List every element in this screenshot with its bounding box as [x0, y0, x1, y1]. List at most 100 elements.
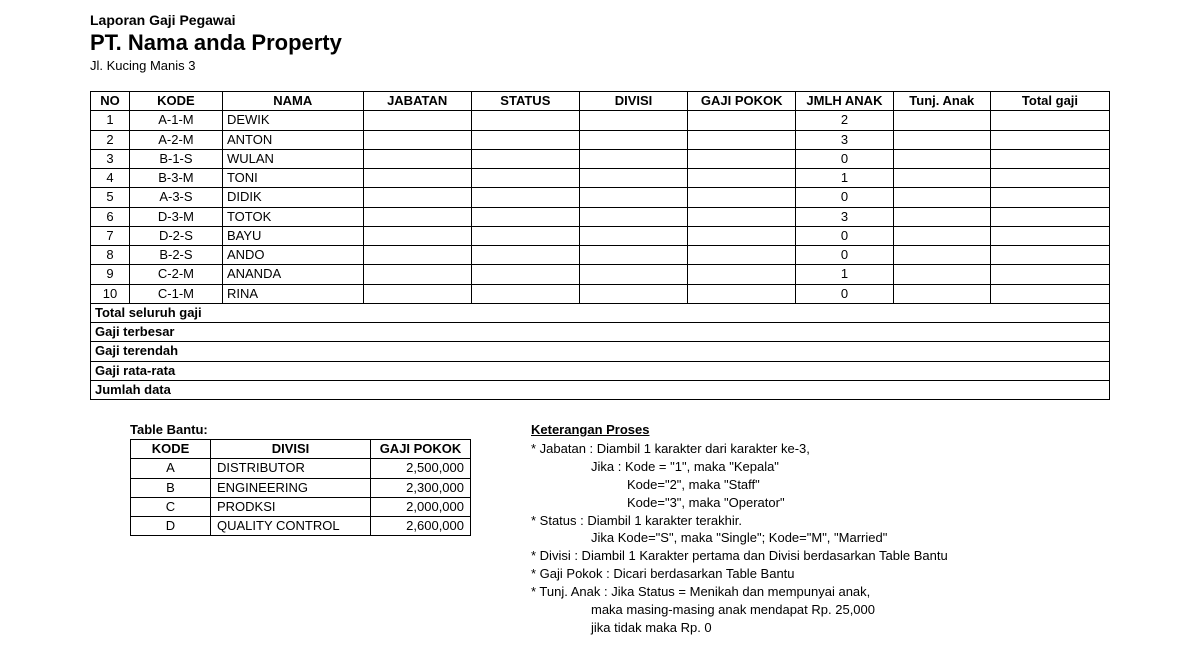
table-cell	[688, 111, 796, 130]
table-row: 4B-3-MTONI1	[91, 169, 1110, 188]
table-cell	[471, 226, 579, 245]
table-cell	[471, 169, 579, 188]
process-notes: Keterangan Proses * Jabatan : Diambil 1 …	[531, 422, 948, 638]
table-cell	[893, 226, 990, 245]
table-cell	[990, 111, 1109, 130]
table-row: 5A-3-SDIDIK0	[91, 188, 1110, 207]
note-line: Kode="2", maka "Staff"	[531, 477, 948, 494]
table-cell	[579, 169, 687, 188]
table-cell	[688, 226, 796, 245]
table-cell: 2	[796, 111, 893, 130]
table-cell: 2,600,000	[371, 517, 471, 536]
summary-label: Total seluruh gaji	[91, 303, 1110, 322]
table-cell	[688, 207, 796, 226]
table-cell: DEWIK	[222, 111, 363, 130]
table-cell	[688, 149, 796, 168]
column-header: STATUS	[471, 92, 579, 111]
table-cell: 2	[91, 130, 130, 149]
table-row: ADISTRIBUTOR2,500,000	[131, 459, 471, 478]
table-cell: A	[131, 459, 211, 478]
table-cell: PRODKSI	[211, 497, 371, 516]
note-line: Jika : Kode = "1", maka "Kepala"	[531, 459, 948, 476]
table-cell: ANANDA	[222, 265, 363, 284]
table-cell	[893, 188, 990, 207]
column-header: NAMA	[222, 92, 363, 111]
column-header: DIVISI	[211, 440, 371, 459]
table-cell: D-3-M	[129, 207, 222, 226]
table-cell: 3	[91, 149, 130, 168]
table-cell	[893, 207, 990, 226]
helper-table: KODEDIVISIGAJI POKOK ADISTRIBUTOR2,500,0…	[130, 439, 471, 536]
summary-row: Total seluruh gaji	[91, 303, 1110, 322]
table-cell: B-2-S	[129, 246, 222, 265]
table-cell	[893, 130, 990, 149]
table-cell: C-2-M	[129, 265, 222, 284]
table-cell	[363, 149, 471, 168]
table-cell	[688, 284, 796, 303]
column-header: KODE	[129, 92, 222, 111]
table-cell	[990, 149, 1109, 168]
summary-label: Gaji rata-rata	[91, 361, 1110, 380]
table-row: BENGINEERING2,300,000	[131, 478, 471, 497]
table-cell: 8	[91, 246, 130, 265]
table-cell	[990, 284, 1109, 303]
note-line: * Jabatan : Diambil 1 karakter dari kara…	[531, 441, 948, 458]
summary-row: Gaji terbesar	[91, 323, 1110, 342]
table-cell	[363, 246, 471, 265]
company-name: PT. Nama anda Property	[90, 30, 1110, 56]
table-cell	[579, 111, 687, 130]
table-cell	[363, 226, 471, 245]
table-cell	[471, 111, 579, 130]
column-header: GAJI POKOK	[371, 440, 471, 459]
note-line: * Status : Diambil 1 karakter terakhir.	[531, 513, 948, 530]
table-cell	[688, 265, 796, 284]
table-cell: 4	[91, 169, 130, 188]
table-cell: A-3-S	[129, 188, 222, 207]
summary-label: Gaji terbesar	[91, 323, 1110, 342]
table-cell: ENGINEERING	[211, 478, 371, 497]
table-row: 6D-3-MTOTOK3	[91, 207, 1110, 226]
column-header: NO	[91, 92, 130, 111]
table-cell: 9	[91, 265, 130, 284]
summary-row: Gaji rata-rata	[91, 361, 1110, 380]
table-cell: 5	[91, 188, 130, 207]
table-cell	[579, 207, 687, 226]
column-header: DIVISI	[579, 92, 687, 111]
table-row: CPRODKSI2,000,000	[131, 497, 471, 516]
helper-table-title: Table Bantu:	[130, 422, 471, 437]
table-cell: 3	[796, 130, 893, 149]
table-cell	[688, 246, 796, 265]
note-line: maka masing-masing anak mendapat Rp. 25,…	[531, 602, 948, 619]
column-header: Total gaji	[990, 92, 1109, 111]
table-cell	[363, 130, 471, 149]
table-cell: DIDIK	[222, 188, 363, 207]
column-header: Tunj. Anak	[893, 92, 990, 111]
table-cell	[579, 246, 687, 265]
table-cell: 1	[796, 169, 893, 188]
column-header: KODE	[131, 440, 211, 459]
table-cell: A-1-M	[129, 111, 222, 130]
table-cell: B-3-M	[129, 169, 222, 188]
table-cell: B	[131, 478, 211, 497]
table-cell	[579, 149, 687, 168]
table-cell: 0	[796, 149, 893, 168]
table-cell	[990, 265, 1109, 284]
table-row: DQUALITY CONTROL2,600,000	[131, 517, 471, 536]
table-cell: 10	[91, 284, 130, 303]
table-cell	[363, 188, 471, 207]
table-cell	[471, 246, 579, 265]
table-row: 2A-2-MANTON3	[91, 130, 1110, 149]
table-cell	[990, 246, 1109, 265]
table-cell: B-1-S	[129, 149, 222, 168]
column-header: JABATAN	[363, 92, 471, 111]
summary-label: Gaji terendah	[91, 342, 1110, 361]
note-line: * Divisi : Diambil 1 Karakter pertama da…	[531, 548, 948, 565]
table-cell: C-1-M	[129, 284, 222, 303]
table-cell	[893, 169, 990, 188]
table-cell: 7	[91, 226, 130, 245]
table-cell	[990, 226, 1109, 245]
table-cell	[471, 207, 579, 226]
table-cell	[688, 169, 796, 188]
table-cell: DISTRIBUTOR	[211, 459, 371, 478]
summary-label: Jumlah data	[91, 380, 1110, 399]
